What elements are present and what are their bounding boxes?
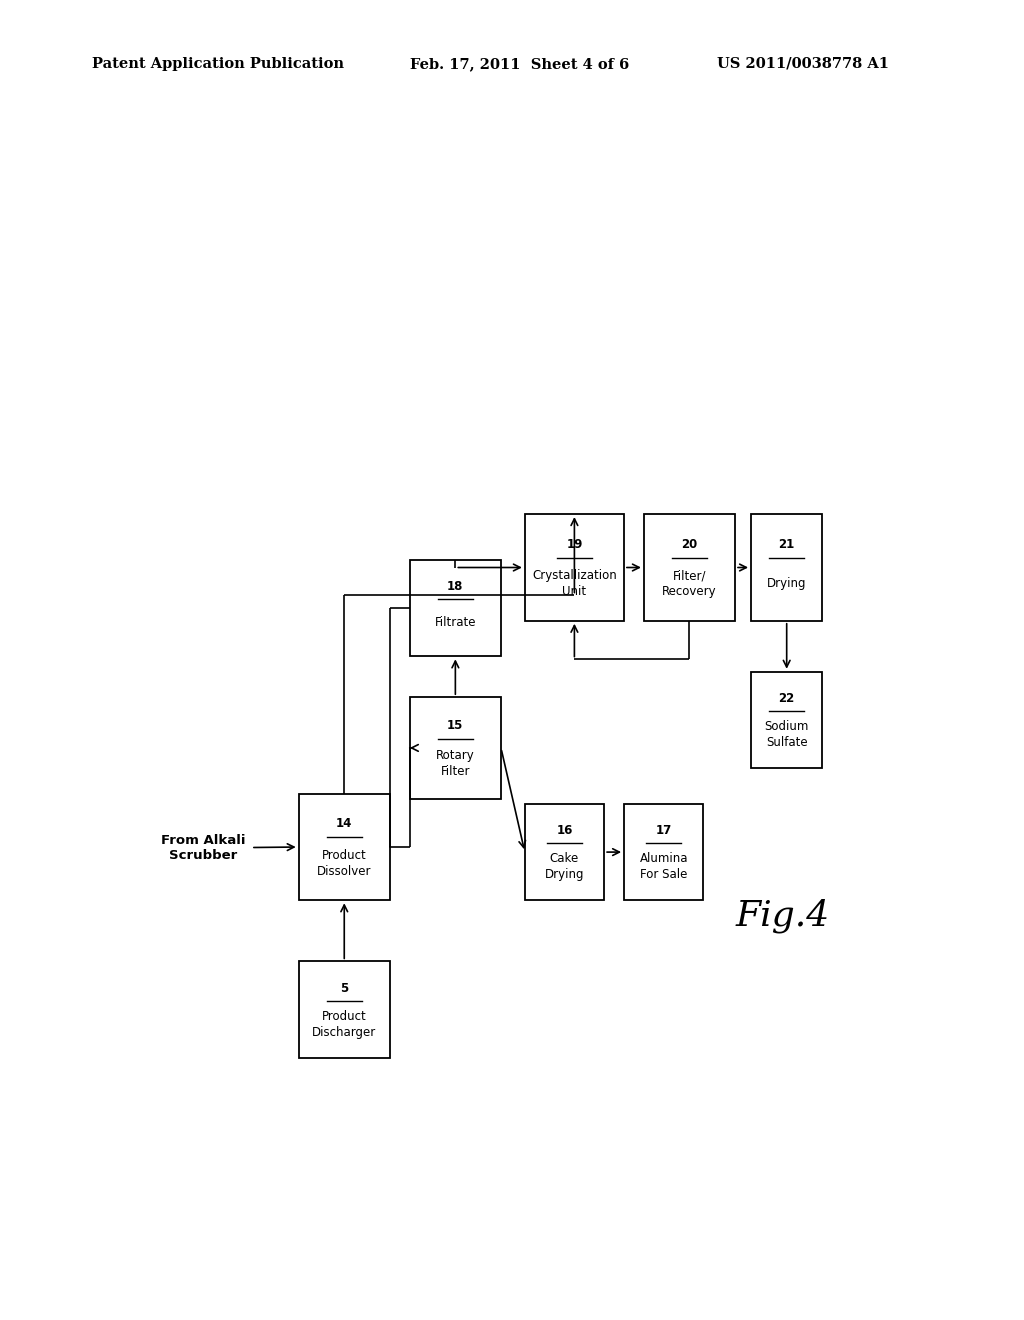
Text: 17: 17 [655, 825, 672, 837]
Text: 16: 16 [556, 825, 572, 837]
Text: 14: 14 [336, 817, 352, 830]
Text: Crystallization
Unit: Crystallization Unit [532, 569, 616, 598]
Text: 15: 15 [447, 719, 464, 733]
Text: Cake
Drying: Cake Drying [545, 853, 585, 880]
Text: Sodium
Sulfate: Sodium Sulfate [765, 719, 809, 748]
Text: 5: 5 [340, 982, 348, 995]
Text: Drying: Drying [767, 577, 807, 590]
Text: From Alkali
Scrubber: From Alkali Scrubber [161, 833, 246, 862]
Text: Patent Application Publication: Patent Application Publication [92, 57, 344, 71]
Bar [624, 804, 703, 900]
Bar [524, 515, 624, 620]
Bar [299, 793, 390, 900]
Text: Product
Dissolver: Product Dissolver [317, 849, 372, 878]
Text: Feb. 17, 2011  Sheet 4 of 6: Feb. 17, 2011 Sheet 4 of 6 [410, 57, 629, 71]
Text: 18: 18 [447, 581, 464, 594]
Text: Rotary
Filter: Rotary Filter [436, 748, 475, 777]
Text: 21: 21 [778, 537, 795, 550]
Bar [299, 961, 390, 1057]
Text: Filter/
Recovery: Filter/ Recovery [663, 569, 717, 598]
Bar [751, 515, 822, 620]
Text: US 2011/0038778 A1: US 2011/0038778 A1 [717, 57, 889, 71]
Text: Product
Discharger: Product Discharger [312, 1010, 377, 1039]
Text: 20: 20 [681, 537, 697, 550]
Bar [644, 515, 735, 620]
Bar [751, 672, 822, 768]
Bar [410, 560, 501, 656]
Bar [524, 804, 604, 900]
Bar [410, 697, 501, 799]
Text: Alumina
For Sale: Alumina For Sale [639, 853, 688, 880]
Text: Filtrate: Filtrate [434, 616, 476, 630]
Text: 19: 19 [566, 537, 583, 550]
Text: Fig.4: Fig.4 [735, 899, 829, 933]
Text: 22: 22 [778, 692, 795, 705]
